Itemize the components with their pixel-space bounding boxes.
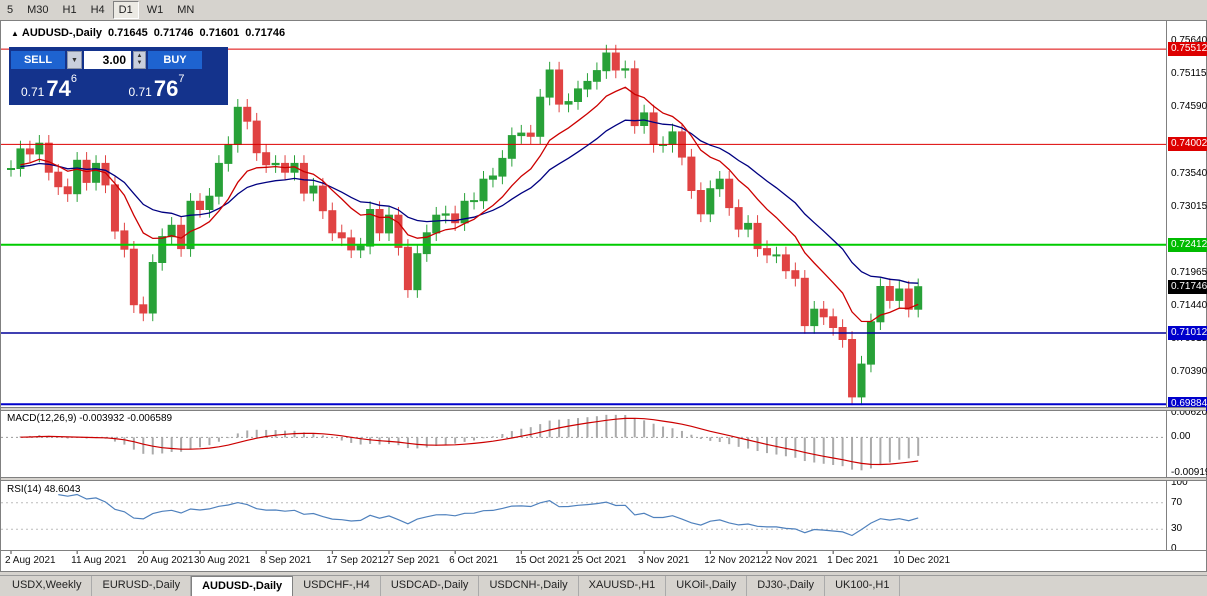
date-axis-label: 12 Nov 2021 bbox=[704, 555, 762, 566]
rsi-axis-label: 70 bbox=[1171, 496, 1183, 508]
chart-symbol: AUDUSD-,Daily bbox=[21, 27, 102, 39]
chart-window: ▲ AUDUSD-,Daily 0.71645 0.71746 0.71601 0.717… bbox=[0, 20, 1207, 572]
price-axis-label: 0.74590 bbox=[1171, 101, 1207, 113]
chart-tab-bar: USDX,Weekly EURUSD-,Daily AUDUSD-,Daily USD… bbox=[0, 575, 1207, 596]
sell-button[interactable]: SELL bbox=[11, 51, 65, 69]
timeframe-button-m30[interactable]: M30 bbox=[27, 4, 49, 16]
macd-axis-label: -0.00919 bbox=[1171, 467, 1207, 479]
volume-input[interactable]: 3.00 bbox=[84, 51, 131, 69]
rsi-axis-label: 100 bbox=[1171, 477, 1188, 488]
rsi-indicator-label: RSI(14) 48.6043 bbox=[7, 484, 81, 495]
chart-tab-xauusd-h1[interactable]: XAUUSD-,H1 bbox=[579, 576, 667, 596]
spinner-down-icon: ▼ bbox=[136, 60, 143, 66]
date-axis-label: 17 Sep 2021 bbox=[326, 555, 384, 566]
chart-tab-eurusd-daily[interactable]: EURUSD-,Daily bbox=[92, 576, 192, 596]
timeframe-button-h4[interactable]: H4 bbox=[90, 4, 105, 16]
chart-tab-usdchf-h4[interactable]: USDCHF-,H4 bbox=[293, 576, 381, 596]
timeframe-button-d1[interactable]: D1 bbox=[112, 1, 139, 19]
chart-tab-usdcnh-daily[interactable]: USDCNH-,Daily bbox=[479, 576, 579, 596]
chart-tab-dj30-daily[interactable]: DJ30-,Daily bbox=[747, 576, 826, 596]
sell-price-display[interactable]: 0.71 74 6 bbox=[11, 71, 119, 103]
horizontal-scroll-strip[interactable] bbox=[0, 572, 1207, 575]
buy-button[interactable]: BUY bbox=[148, 51, 202, 69]
timeframe-toolbar: 5 M30 H1 H4 D1 W1 MN bbox=[0, 0, 1207, 20]
date-axis-label: 25 Oct 2021 bbox=[572, 555, 627, 566]
price-level-badge: 0.71012 bbox=[1168, 326, 1207, 341]
date-axis-label: 11 Aug 2021 bbox=[71, 555, 127, 566]
date-axis: 2 Aug 2021 11 Aug 2021 20 Aug 2021 30 Aug 2… bbox=[1, 551, 1165, 573]
price-axis-label: 0.71440 bbox=[1171, 300, 1207, 312]
price-axis-label: 0.71965 bbox=[1171, 266, 1207, 278]
date-axis-label: 1 Dec 2021 bbox=[827, 555, 879, 566]
price-level-badge: 0.72412 bbox=[1168, 237, 1207, 252]
timeframe-button-5[interactable]: 5 bbox=[7, 4, 14, 16]
buy-price-display[interactable]: 0.71 76 7 bbox=[119, 71, 227, 103]
spinner-down-icon: ▼ bbox=[71, 56, 78, 64]
pane-resize-handle[interactable] bbox=[1, 407, 1206, 411]
date-axis-label: 10 Dec 2021 bbox=[893, 555, 951, 566]
ohlc-low: 0.71601 bbox=[199, 27, 240, 39]
date-axis-label: 3 Nov 2021 bbox=[638, 555, 690, 566]
date-axis-label: 15 Oct 2021 bbox=[515, 555, 570, 566]
date-axis-label: 6 Oct 2021 bbox=[449, 555, 499, 566]
chart-tab-ukoil-daily[interactable]: UKOil-,Daily bbox=[666, 576, 748, 596]
chart-tab-audusd-daily[interactable]: AUDUSD-,Daily bbox=[191, 576, 294, 596]
chart-title: ▲ AUDUSD-,Daily 0.71645 0.71746 0.71601 0.717… bbox=[11, 27, 285, 39]
price-axis-label: 0.75115 bbox=[1171, 68, 1207, 80]
price-level-badge: 0.71746 bbox=[1168, 279, 1207, 294]
price-level-badge: 0.74002 bbox=[1168, 137, 1207, 152]
candlestick-chart[interactable] bbox=[1, 21, 1166, 554]
macd-indicator-label: MACD(12,26,9) -0.003932 -0.006589 bbox=[7, 413, 173, 424]
macd-axis-label: 0.00 bbox=[1171, 431, 1191, 443]
ohlc-close: 0.71746 bbox=[245, 27, 286, 39]
ohlc-high: 0.71746 bbox=[153, 27, 194, 39]
macd-axis-label: 0.00620 bbox=[1171, 407, 1207, 419]
price-axis: 0.75640 0.75115 0.74590 0.73540 0.73015 0.719… bbox=[1167, 21, 1207, 554]
sell-price-big: 74 bbox=[46, 76, 71, 101]
price-axis-border bbox=[1166, 21, 1167, 550]
date-axis-border bbox=[1, 550, 1206, 551]
price-axis-label: 0.75640 bbox=[1171, 34, 1207, 46]
chart-tab-usdx-weekly[interactable]: USDX,Weekly bbox=[2, 576, 93, 596]
price-axis-label: 0.73015 bbox=[1171, 200, 1207, 212]
buy-price-sup: 7 bbox=[178, 73, 185, 85]
one-click-trading-panel: SELL ▼ 3.00 ▲ ▼ BUY 0.71 74 6 0.71 76 bbox=[9, 47, 228, 105]
price-axis-label: 0.70390 bbox=[1171, 366, 1207, 378]
price-axis-label: 0.73540 bbox=[1171, 167, 1207, 179]
rsi-axis-label: 0 bbox=[1171, 543, 1177, 554]
volume-stepper[interactable]: ▲ ▼ bbox=[133, 51, 146, 69]
rsi-axis-label: 30 bbox=[1171, 523, 1183, 535]
date-axis-label: 20 Aug 2021 bbox=[137, 555, 194, 566]
volume-decrease-button[interactable]: ▼ bbox=[67, 51, 82, 69]
date-axis-label: 2 Aug 2021 bbox=[5, 555, 56, 566]
chart-icon: ▲ bbox=[11, 29, 19, 38]
date-axis-label: 30 Aug 2021 bbox=[194, 555, 251, 566]
spinner-up-icon: ▲ bbox=[136, 53, 143, 59]
sell-price-prefix: 0.71 bbox=[21, 85, 45, 99]
date-axis-label: 22 Nov 2021 bbox=[761, 555, 818, 566]
ohlc-open: 0.71645 bbox=[108, 27, 148, 39]
chart-tab-uk100-h1[interactable]: UK100-,H1 bbox=[825, 576, 901, 596]
pane-resize-handle[interactable] bbox=[1, 477, 1206, 481]
timeframe-button-w1[interactable]: W1 bbox=[146, 4, 164, 16]
buy-price-prefix: 0.71 bbox=[128, 85, 152, 99]
timeframe-button-h1[interactable]: H1 bbox=[62, 4, 77, 16]
buy-price-big: 76 bbox=[153, 76, 179, 101]
date-axis-label: 27 Sep 2021 bbox=[383, 555, 440, 566]
sell-price-sup: 6 bbox=[70, 73, 77, 85]
chart-tab-usdcad-daily[interactable]: USDCAD-,Daily bbox=[381, 576, 480, 596]
date-axis-label: 8 Sep 2021 bbox=[260, 555, 312, 566]
timeframe-button-mn[interactable]: MN bbox=[177, 4, 195, 16]
price-level-badge: 0.75512 bbox=[1168, 42, 1207, 57]
